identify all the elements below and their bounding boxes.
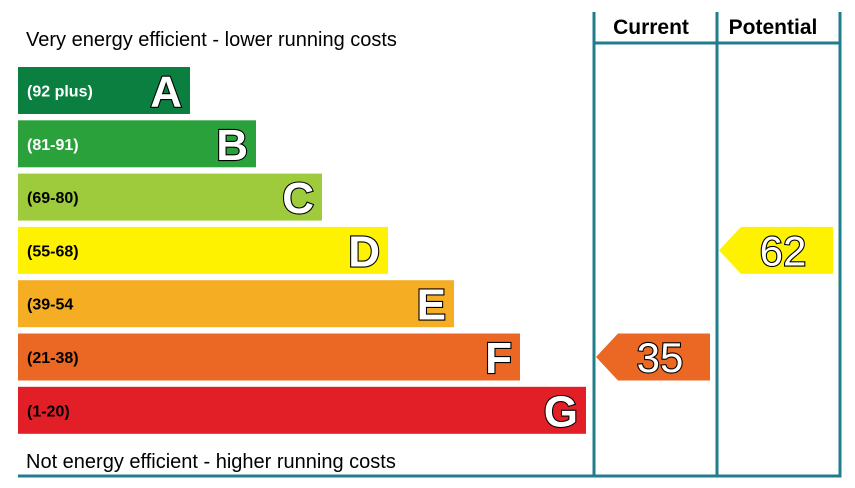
potential-column-header: Potential xyxy=(729,16,818,39)
band-c-bar xyxy=(18,173,322,221)
rating-pointers: 35 62 xyxy=(596,226,833,382)
top-caption: Very energy efficient - lower running co… xyxy=(26,29,397,51)
band-f-bar xyxy=(18,333,520,381)
band-e-range-label: (39-54 xyxy=(27,297,73,314)
current-column-header: Current xyxy=(613,16,689,39)
band-c-range-label: (69-80) xyxy=(27,190,79,207)
band-a-range-label: (92 plus) xyxy=(27,84,93,101)
band-a-bar xyxy=(18,67,190,114)
band-d-bar xyxy=(18,226,388,274)
band-g-letter: G xyxy=(544,387,578,436)
current-rating-value: 35 xyxy=(637,334,684,381)
band-e-bar xyxy=(18,280,454,328)
band-g-range-label: (1-20) xyxy=(27,403,70,420)
band-d-letter: D xyxy=(348,227,380,276)
band-b-range-label: (81-91) xyxy=(27,137,79,154)
rating-bands: (92 plus) A (81-91) B (69-80) C (55-68) D (39-54… xyxy=(18,66,586,437)
rating-columns-frame xyxy=(18,12,842,478)
potential-rating-value: 62 xyxy=(760,227,807,274)
band-d-range-label: (55-68) xyxy=(27,243,79,260)
band-b-letter: B xyxy=(216,121,248,170)
band-f-letter: F xyxy=(485,334,512,383)
current-rating-pointer xyxy=(596,333,710,381)
potential-rating-pointer xyxy=(719,226,833,274)
band-b-bar xyxy=(18,120,256,168)
band-e-letter: E xyxy=(417,281,446,330)
band-a-letter: A xyxy=(150,68,182,117)
bottom-caption: Not energy efficient - higher running co… xyxy=(26,451,396,473)
band-c-letter: C xyxy=(282,174,314,223)
band-f-range-label: (21-38) xyxy=(27,350,79,367)
band-g-bar xyxy=(18,386,586,434)
